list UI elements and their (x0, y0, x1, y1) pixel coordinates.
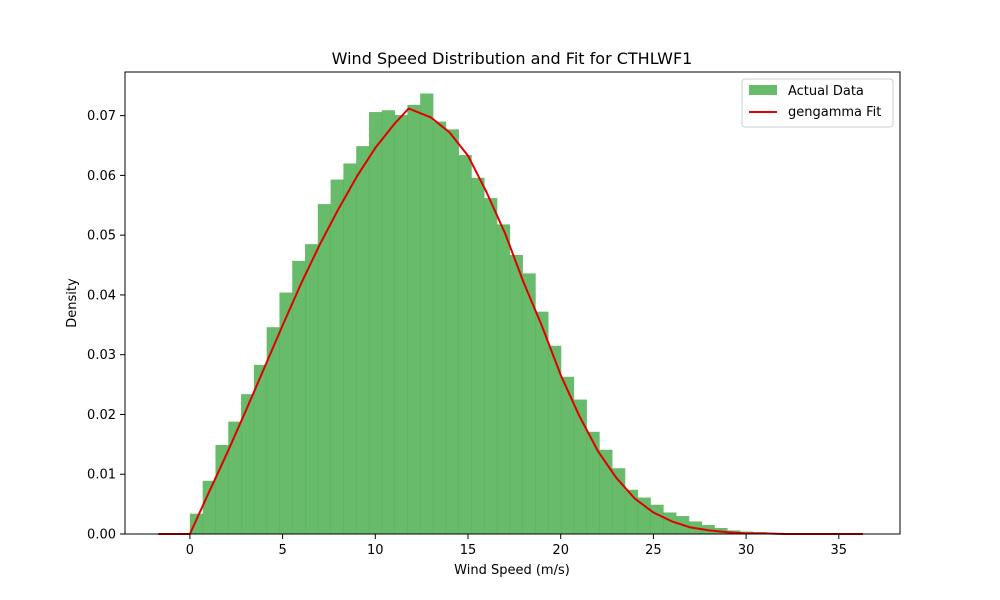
legend-box (741, 78, 894, 128)
y-axis-ticks: 0.00 0.01 0.02 0.03 0.04 0.05 0.06 0.07 (87, 109, 125, 543)
histogram-bar (317, 204, 332, 534)
histogram-bar (458, 155, 472, 534)
gengamma-fit-line (158, 107, 863, 535)
histogram-bar (445, 129, 459, 534)
histogram-bar (612, 468, 626, 534)
x-tick-label: 0 (186, 543, 194, 558)
fit-line-layer (158, 107, 863, 535)
x-tick-label: 15 (460, 543, 477, 558)
y-tick-label: 0.06 (87, 169, 116, 184)
x-tick-label: 25 (645, 543, 662, 558)
y-tick-label: 0.05 (87, 229, 116, 244)
histogram-bar (330, 179, 344, 534)
legend-label-actual-data: Actual Data (788, 84, 864, 99)
plot-area-frame (124, 71, 901, 535)
histogram-bar (241, 394, 255, 534)
x-tick-label: 10 (367, 543, 384, 558)
chart-title: Wind Speed Distribution and Fit for CTHL… (332, 49, 693, 68)
histogram-bar (279, 292, 293, 534)
y-tick-label: 0.00 (87, 528, 116, 543)
histogram-bar (343, 163, 357, 534)
histogram-bar (381, 110, 395, 534)
histogram-bar (228, 421, 242, 534)
histogram-bar (535, 311, 549, 534)
histogram-bar (599, 449, 613, 534)
histogram-bar (202, 480, 216, 534)
histogram-bar (407, 104, 421, 535)
x-tick-label: 5 (278, 543, 286, 558)
y-tick-label: 0.04 (87, 288, 116, 303)
legend-swatch-actual-data (749, 85, 777, 95)
histogram-bar (432, 121, 447, 535)
histogram-bar (292, 260, 306, 534)
legend-label-gengamma-fit: gengamma Fit (788, 105, 881, 120)
y-tick-label: 0.02 (87, 408, 116, 423)
histogram-bar (650, 504, 664, 534)
x-axis-ticks: 0 5 10 15 20 25 30 35 (186, 534, 847, 558)
y-axis-label: Density (65, 278, 80, 328)
y-tick-label: 0.01 (87, 468, 116, 483)
histogram-bar (509, 254, 523, 534)
legend: Actual Data gengamma Fit (741, 78, 894, 128)
y-tick-label: 0.03 (87, 348, 116, 363)
histogram-bar (368, 112, 383, 535)
histogram-bar (522, 273, 536, 534)
histogram-bar (624, 489, 639, 534)
histogram-bar (484, 198, 498, 534)
y-tick-label: 0.07 (87, 109, 116, 124)
histogram-bar (586, 431, 600, 534)
x-tick-label: 30 (738, 543, 755, 558)
histogram-bar (560, 376, 575, 534)
x-axis-label: Wind Speed (m/s) (454, 563, 570, 578)
histogram-bar (548, 345, 562, 534)
histogram-bar (215, 444, 229, 534)
histogram-bars (189, 93, 818, 535)
histogram-bar (496, 224, 511, 535)
histogram-bar (253, 364, 268, 534)
x-tick-label: 20 (552, 543, 569, 558)
histogram-bar (637, 497, 651, 534)
histogram-bar (266, 327, 280, 534)
histogram-bar (394, 115, 408, 534)
histogram-bar (573, 399, 587, 534)
histogram-bar (420, 93, 434, 534)
histogram-bar (471, 177, 485, 534)
x-tick-label: 35 (831, 543, 848, 558)
histogram-bar (305, 244, 319, 534)
histogram-bar (356, 146, 370, 534)
